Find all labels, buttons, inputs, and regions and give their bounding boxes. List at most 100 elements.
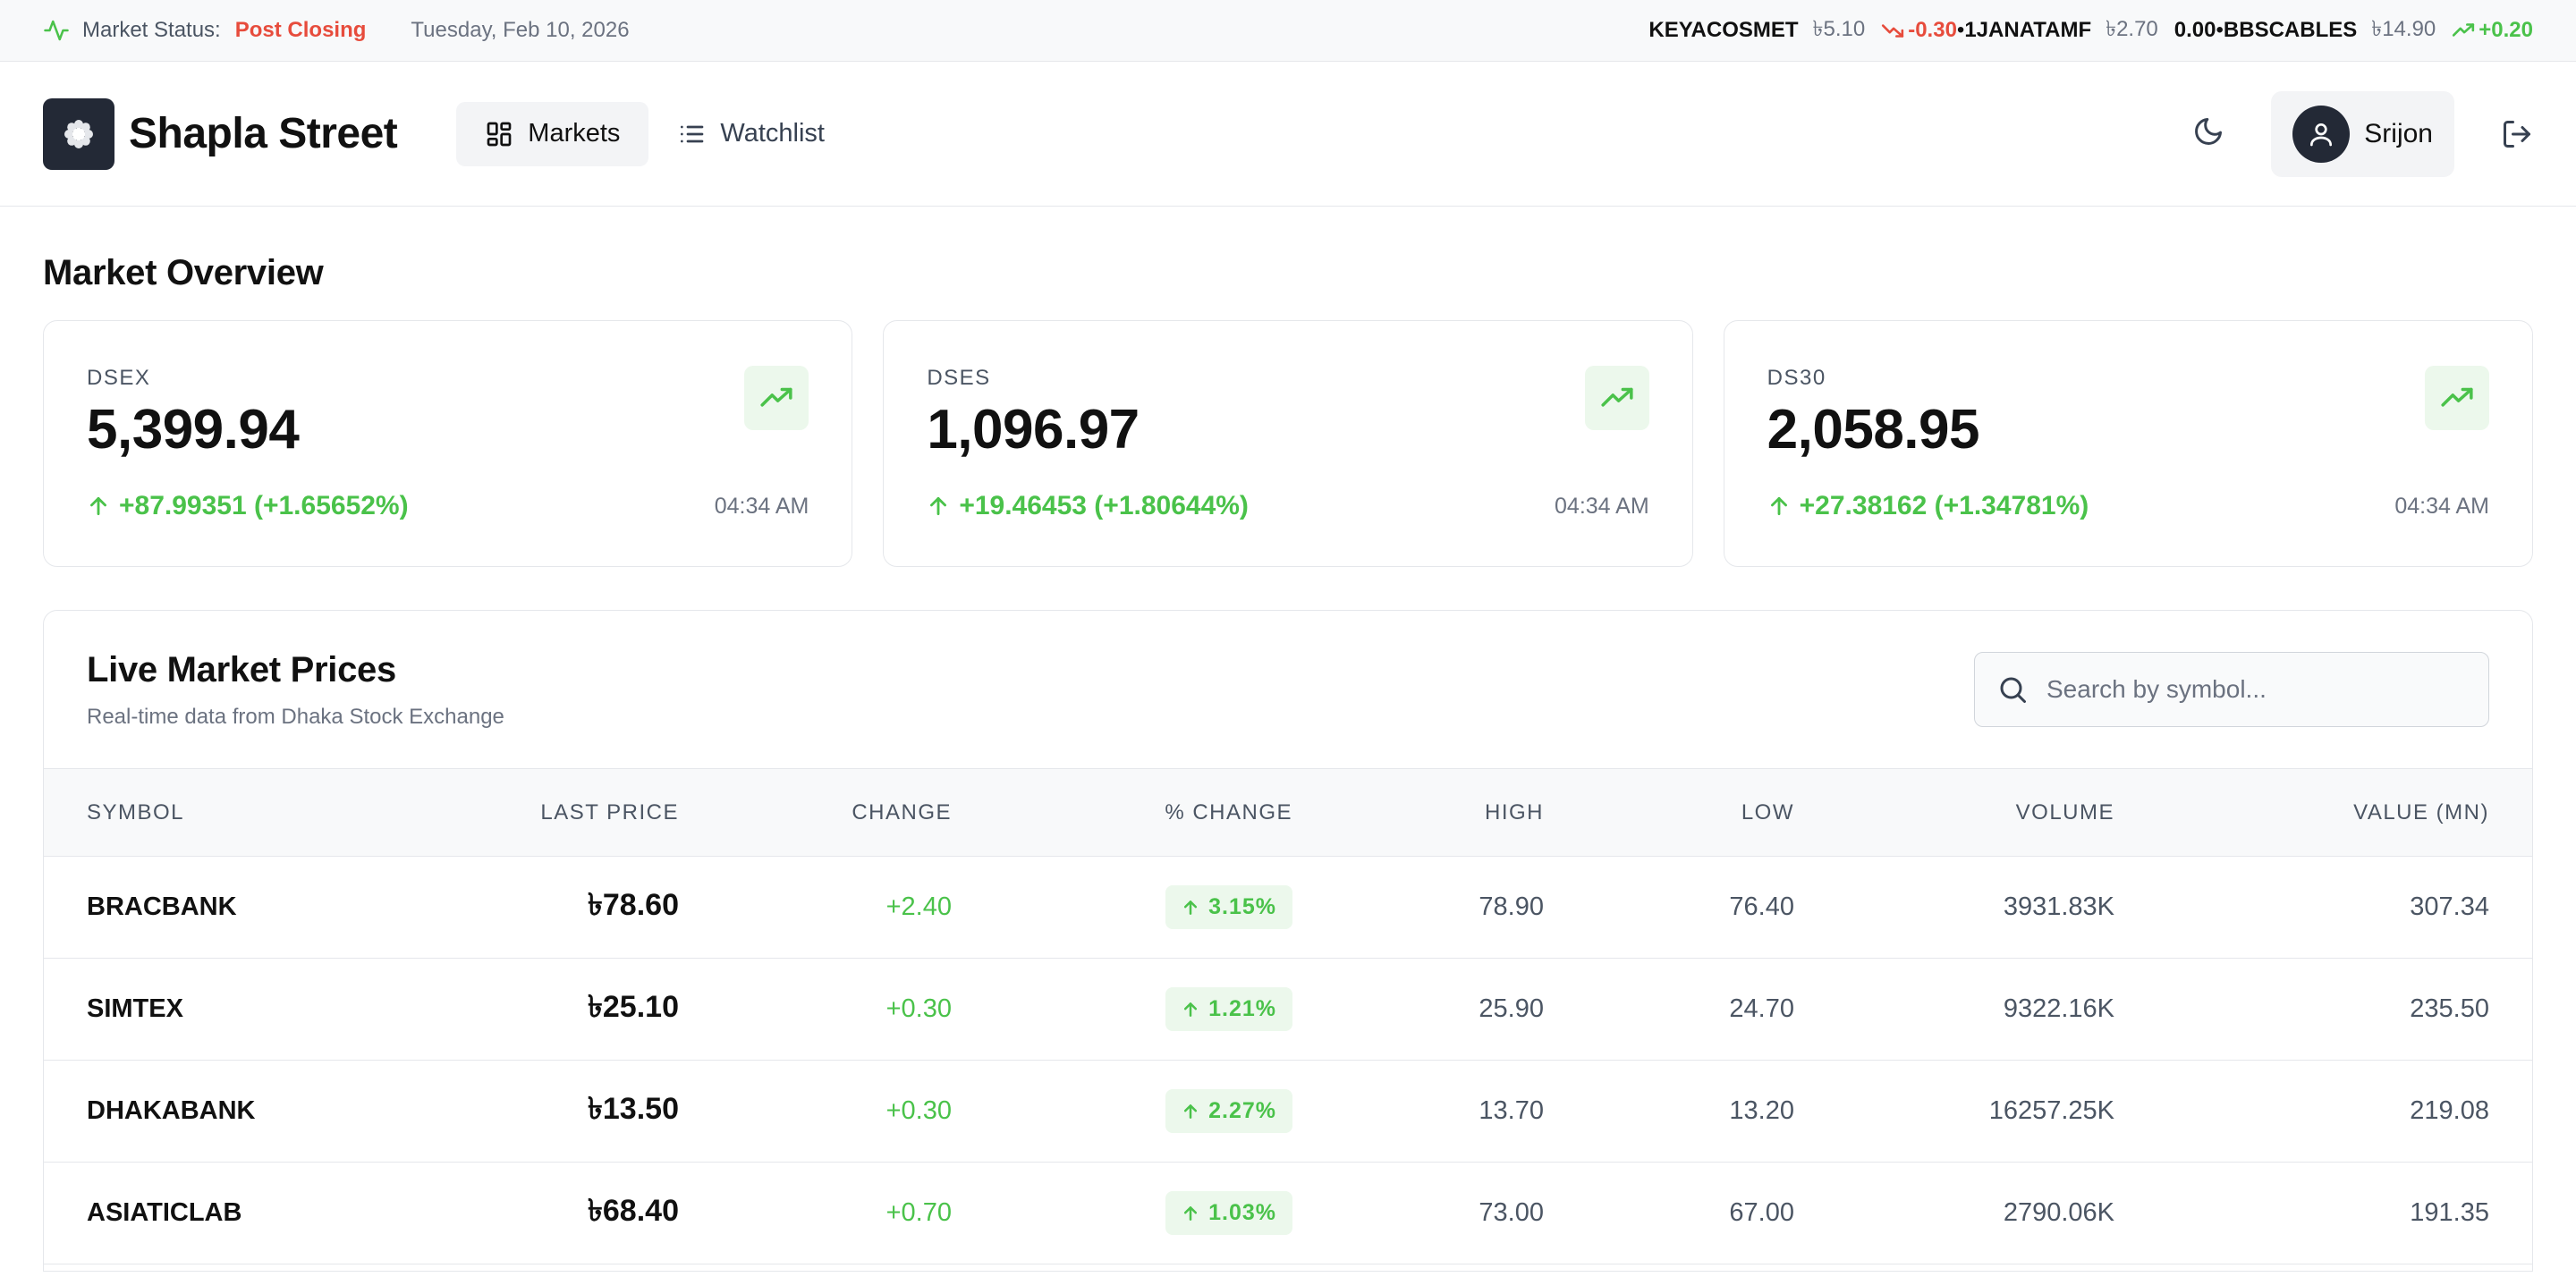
cell-low: 76.40 <box>1729 892 1794 921</box>
index-change: +27.38162 (+1.34781%) <box>1767 491 2089 521</box>
ticker-item[interactable]: 1JANATAMF ৳2.70 0.00 <box>1964 13 2216 48</box>
pct-value: 2.27% <box>1208 1098 1276 1123</box>
pct-value: 1.03% <box>1208 1200 1276 1225</box>
cell-volume: 16257.25K <box>1988 1096 2114 1125</box>
cell-value: 235.50 <box>2410 994 2489 1023</box>
cell-volume: 3931.83K <box>2003 892 2114 921</box>
table-row[interactable]: DHAKABANK ৳13.50 +0.30 2.27% 13.70 13.20… <box>44 1061 2532 1163</box>
trend-badge <box>1584 366 1649 430</box>
col-symbol[interactable]: SYMBOL <box>87 799 185 825</box>
brand-name[interactable]: Shapla Street <box>129 110 398 157</box>
ticker: KEYACOSMET ৳5.10 -0.30 • 1JANATAMF ৳2.70… <box>1648 0 2533 61</box>
cell-pct-change: 1.03% <box>952 1163 1292 1264</box>
market-status-bar: Market Status: Post Closing Tuesday, Feb… <box>0 0 2576 62</box>
arrow-up-icon <box>1184 1002 1198 1017</box>
cell-change: +0.30 <box>886 994 952 1023</box>
logout-button[interactable] <box>2454 118 2533 150</box>
logout-icon <box>2504 120 2530 148</box>
trending-down-icon <box>1882 24 1904 38</box>
cell-high: 73.00 <box>1479 1198 1544 1227</box>
pct-badge: 2.27% <box>1165 1089 1292 1133</box>
cell-symbol: SIMTEX <box>87 994 183 1023</box>
cell-last-price: ৳13.50 <box>587 1092 679 1126</box>
table-row[interactable]: SIMTEX ৳25.10 +0.30 1.21% 25.90 24.70 93… <box>44 959 2532 1061</box>
main-nav: Markets Watchlist <box>456 101 853 166</box>
ticker-symbol: KEYACOSMET <box>1648 18 1799 42</box>
index-card-dses[interactable]: DSES 1,096.97 +19.46453 (+1.80644%) 04:3… <box>883 320 1693 567</box>
index-value: 1,096.97 <box>927 399 1140 461</box>
ticker-price: ৳14.90 <box>2371 17 2436 41</box>
search-box[interactable] <box>1974 652 2489 727</box>
cell-last-price: ৳25.10 <box>587 990 679 1024</box>
moon-icon <box>2195 118 2223 145</box>
col-pct-change[interactable]: % CHANGE <box>1165 799 1292 825</box>
index-time: 04:34 AM <box>2394 494 2489 519</box>
cell-high: 78.90 <box>1479 892 1544 921</box>
brand-logo[interactable] <box>43 97 114 170</box>
col-volume[interactable]: VOLUME <box>2015 799 2114 825</box>
nav-watchlist[interactable]: Watchlist <box>648 102 853 166</box>
cell-value: 191.35 <box>2410 1198 2489 1227</box>
col-high[interactable]: HIGH <box>1485 799 1544 825</box>
table-row[interactable]: ASIATICLAB ৳68.40 +0.70 1.03% 73.00 67.0… <box>44 1163 2532 1264</box>
activity-icon <box>44 20 69 41</box>
cell-pct-change: 2.27% <box>952 1061 1292 1163</box>
ticker-item[interactable]: KEYACOSMET ৳5.10 -0.30 <box>1648 13 1957 48</box>
trend-badge <box>744 366 809 430</box>
trend-badge <box>2424 366 2489 430</box>
index-card-ds30[interactable]: DS30 2,058.95 +27.38162 (+1.34781%) 04:3… <box>1723 320 2533 567</box>
cell-low: 67.00 <box>1729 1198 1794 1227</box>
arrow-up-icon <box>1184 900 1198 915</box>
ticker-item[interactable]: BBSCABLES ৳14.90 +0.20 <box>2224 13 2533 48</box>
cell-last-price: ৳78.60 <box>587 888 679 922</box>
ticker-separator: • <box>1956 18 1965 42</box>
index-name: DS30 <box>1767 366 1826 390</box>
col-last-price[interactable]: LAST PRICE <box>540 799 679 825</box>
user-menu-button[interactable]: Srijon <box>2271 90 2454 177</box>
ticker-price: ৳5.10 <box>1812 17 1866 41</box>
nav-markets[interactable]: Markets <box>456 101 649 166</box>
index-value: 2,058.95 <box>1767 399 1980 461</box>
market-status-label: Market Status: <box>82 18 221 42</box>
cell-change: +0.70 <box>886 1198 952 1227</box>
trending-up-icon <box>1601 387 1633 407</box>
trending-up-icon <box>2441 387 2473 407</box>
avatar <box>2292 105 2351 163</box>
index-change: +19.46453 (+1.80644%) <box>927 491 1249 521</box>
col-low[interactable]: LOW <box>1741 799 1794 825</box>
user-name: Srijon <box>2364 118 2433 148</box>
index-card-dsex[interactable]: DSEX 5,399.94 +87.99351 (+1.65652%) 04:3… <box>43 320 853 567</box>
arrow-up-icon <box>90 496 106 516</box>
ticker-symbol: BBSCABLES <box>2223 18 2358 42</box>
cell-symbol: DHAKABANK <box>87 1096 256 1125</box>
arrow-up-icon <box>1770 496 1787 516</box>
live-prices-subtitle: Real-time data from Dhaka Stock Exchange <box>87 705 504 729</box>
search-input[interactable] <box>2046 675 2458 704</box>
user-icon <box>2310 123 2333 146</box>
ticker-price: ৳2.70 <box>2106 17 2158 41</box>
ticker-separator: • <box>2216 18 2224 42</box>
pct-badge: 1.21% <box>1165 987 1292 1031</box>
app-header: Shapla Street Markets Watchlist Srijon <box>0 62 2576 207</box>
index-time: 04:34 AM <box>714 494 809 519</box>
index-value: 5,399.94 <box>87 399 300 461</box>
cell-pct-change: 1.21% <box>952 959 1292 1061</box>
ticker-change-value: -0.30 <box>1908 18 1957 42</box>
market-overview-title: Market Overview <box>43 253 324 292</box>
theme-toggle-button[interactable] <box>2192 115 2224 152</box>
col-change[interactable]: CHANGE <box>852 799 952 825</box>
index-name: DSES <box>927 366 991 390</box>
table-row[interactable]: BRACBANK ৳78.60 +2.40 3.15% 78.90 76.40 … <box>44 857 2532 959</box>
cell-change: +0.30 <box>886 1096 952 1125</box>
live-prices-title: Live Market Prices <box>87 650 396 689</box>
prices-table: SYMBOL LAST PRICE CHANGE % CHANGE HIGH L… <box>44 768 2532 1264</box>
ticker-change: +0.20 <box>2452 18 2533 43</box>
index-time: 04:34 AM <box>1555 494 1649 519</box>
col-value[interactable]: VALUE (MN) <box>2353 799 2489 825</box>
list-icon <box>681 125 704 142</box>
cell-symbol: BRACBANK <box>87 892 237 921</box>
cell-volume: 9322.16K <box>2003 994 2114 1023</box>
arrow-up-icon <box>930 496 947 516</box>
cell-low: 13.20 <box>1729 1096 1794 1125</box>
grid-icon <box>487 122 512 146</box>
